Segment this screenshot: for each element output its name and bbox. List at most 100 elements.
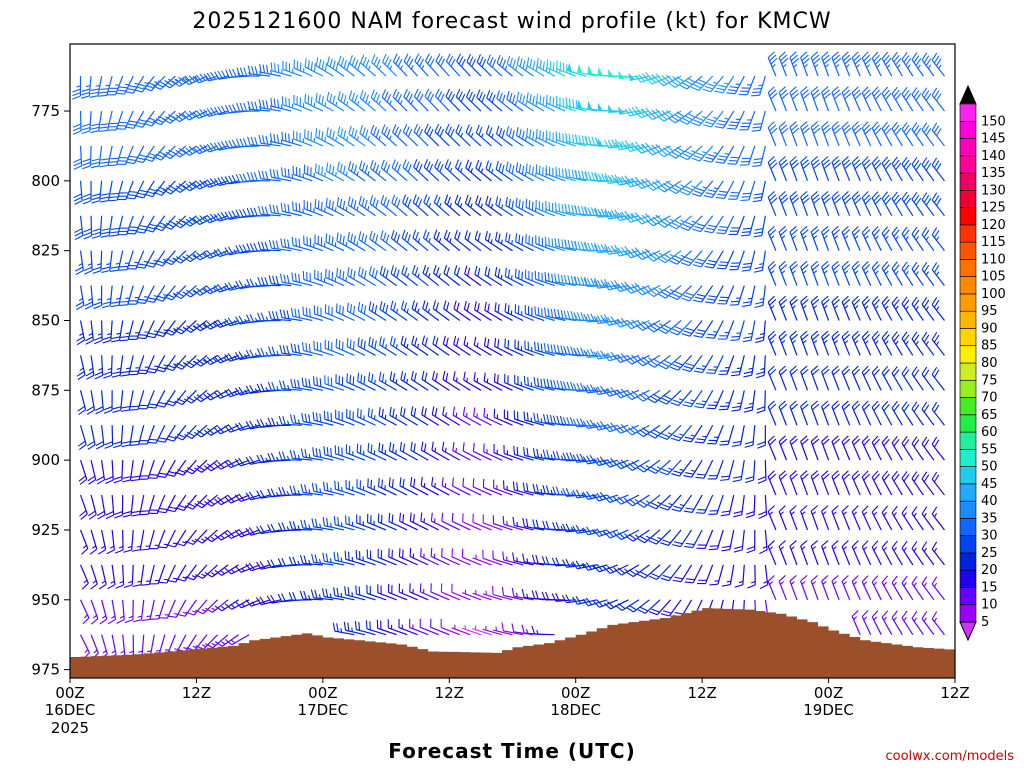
wind-barb (358, 231, 376, 252)
barb-feather (603, 567, 611, 574)
barb-feather (203, 287, 211, 295)
barb-feather (386, 58, 392, 68)
barb-feather (607, 210, 613, 219)
wind-barb (387, 619, 408, 636)
wind-barb (515, 197, 534, 217)
wind-barb (413, 123, 429, 147)
wind-barb (484, 231, 503, 252)
barb-half-feather (335, 101, 338, 107)
barb-feather (420, 512, 423, 522)
barb-feather (379, 300, 383, 310)
barb-feather (430, 512, 433, 522)
barb-feather (382, 302, 386, 312)
wind-barb (268, 239, 292, 252)
barb-feather (144, 193, 153, 198)
barb-feather (217, 248, 224, 256)
barb-feather (74, 200, 83, 205)
barb-feather (435, 337, 439, 347)
barb-feather (74, 228, 83, 234)
barb-feather (455, 88, 461, 98)
wind-barb (268, 275, 292, 287)
barb-feather (344, 586, 347, 595)
barb-half-feather (438, 238, 442, 243)
barb-feather (86, 440, 95, 447)
barb-feather (464, 194, 469, 204)
barb-feather (203, 465, 212, 472)
barb-feather (709, 545, 719, 547)
barb-feather (502, 551, 505, 560)
barb-feather (292, 592, 297, 601)
barb-feather (217, 390, 224, 398)
wind-barb (168, 634, 187, 654)
barb-feather (413, 478, 416, 488)
barb-feather (671, 151, 679, 157)
barb-feather (593, 277, 599, 287)
barb-feather (695, 476, 705, 479)
wind-barb (667, 75, 692, 88)
barb-feather (532, 519, 536, 528)
barb-feather (91, 158, 101, 162)
wind-barb (398, 619, 418, 636)
barb-feather (139, 224, 148, 228)
barb-feather (104, 476, 114, 481)
barb-half-feather (220, 535, 225, 539)
barb-feather (388, 442, 392, 451)
barb-feather (73, 158, 82, 163)
barb-feather (682, 439, 692, 443)
barb-feather (574, 169, 578, 179)
barb-half-feather (172, 292, 178, 296)
barb-feather (596, 599, 603, 607)
barb-feather (435, 267, 440, 276)
barb-feather (516, 56, 520, 65)
barb-feather (549, 60, 552, 70)
barb-feather (542, 413, 546, 423)
barb-feather (505, 196, 508, 206)
barb-feather (186, 396, 195, 402)
barb-half-feather (115, 297, 121, 300)
barb-half-feather (154, 80, 159, 84)
wind-barb (119, 285, 134, 307)
wind-barb (165, 424, 187, 442)
barb-feather (293, 379, 297, 388)
barb-feather (81, 126, 91, 131)
barb-feather (437, 126, 442, 135)
barb-feather (238, 457, 245, 466)
wind-barb (137, 320, 155, 340)
barb-feather (124, 90, 134, 94)
barb-feather (130, 479, 140, 482)
barb-feather (695, 116, 705, 122)
barb-feather (565, 523, 571, 532)
barb-half-feather (129, 650, 134, 654)
barb-feather (148, 403, 158, 406)
barb-feather (566, 310, 571, 320)
barb-half-feather (79, 332, 84, 336)
barb-feather (488, 127, 493, 136)
wind-barb (303, 164, 324, 182)
wind-barb (83, 215, 93, 240)
barb-feather (127, 194, 137, 197)
wind-barb (515, 233, 534, 252)
barb-feather (76, 304, 85, 311)
barb-feather (282, 416, 286, 425)
barb-feather (307, 130, 309, 140)
barb-half-feather (286, 526, 290, 531)
barb-feather (466, 53, 472, 63)
wind-barb (659, 494, 682, 511)
wind-barb (133, 634, 145, 658)
wind-barb (153, 180, 176, 196)
barb-feather (463, 336, 467, 345)
barb-feather (526, 92, 529, 102)
barb-feather (635, 217, 643, 225)
wind-barb (472, 478, 492, 496)
wind-barb (704, 250, 724, 269)
barb-feather (706, 227, 715, 231)
barb-feather (315, 128, 318, 137)
barb-half-feather (449, 167, 453, 173)
wind-barb (443, 229, 461, 252)
barb-feather (441, 512, 444, 522)
wind-barb (422, 264, 440, 287)
wind-barb (430, 618, 450, 636)
wind-barb (347, 267, 366, 287)
barb-feather (347, 196, 351, 206)
barb-feather (552, 451, 557, 460)
